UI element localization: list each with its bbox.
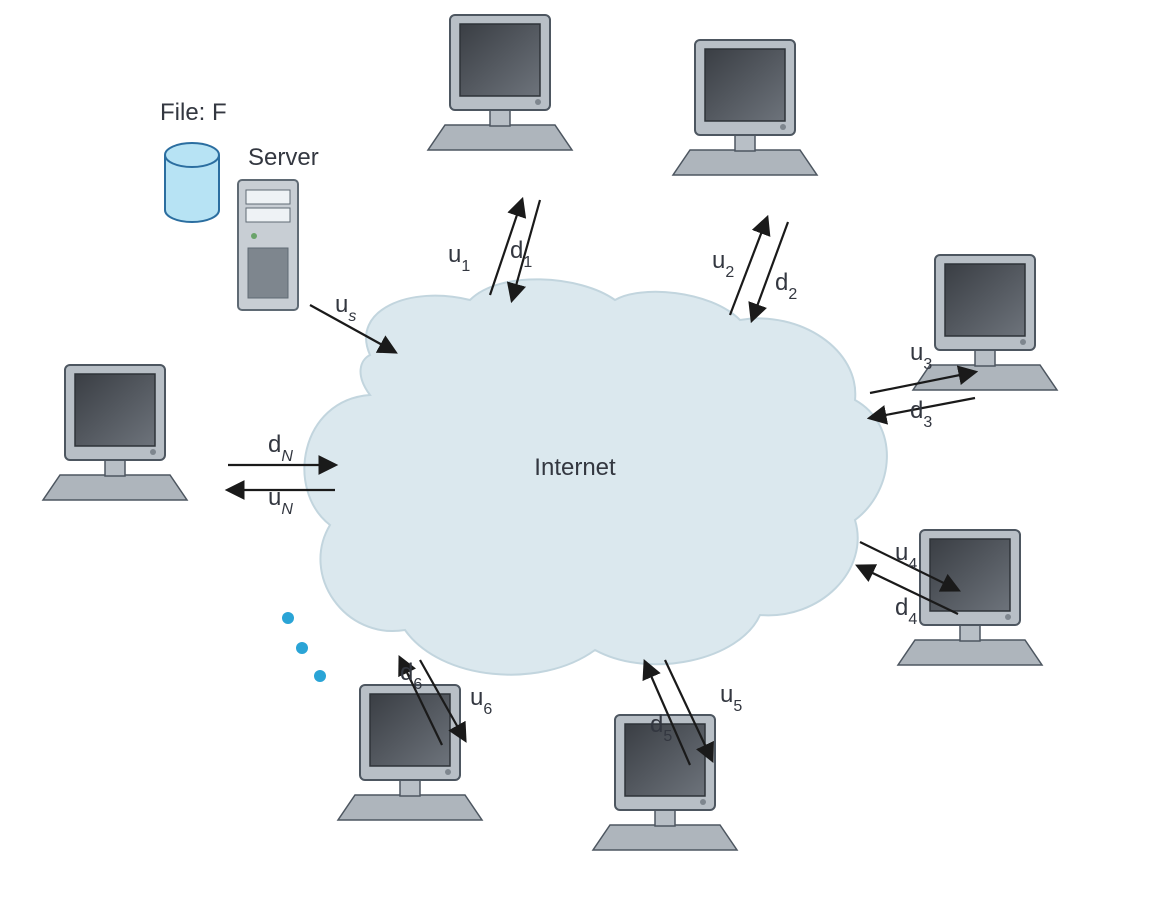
svg-text:dN: dN	[268, 431, 293, 465]
computer-c4	[898, 530, 1042, 665]
svg-text:d4: d4	[895, 594, 917, 628]
svg-text:u3: u3	[910, 339, 932, 373]
svg-text:d2: d2	[775, 269, 797, 303]
computer-c2	[673, 40, 817, 175]
server-tower	[238, 180, 298, 310]
server-label: Server	[248, 144, 319, 171]
file-cylinder	[165, 143, 219, 222]
svg-text:u6: u6	[470, 684, 492, 718]
svg-text:u5: u5	[720, 681, 742, 715]
computer-c1	[428, 15, 572, 150]
computer-c6	[338, 685, 482, 820]
svg-text:d3: d3	[910, 397, 932, 431]
computer-c3	[913, 255, 1057, 390]
internet-label: Internet	[534, 454, 616, 481]
ellipsis-dots	[282, 612, 326, 682]
computer-cN	[43, 365, 187, 500]
svg-text:u2: u2	[712, 247, 734, 281]
svg-text:u4: u4	[895, 539, 917, 573]
svg-text:u1: u1	[448, 241, 470, 275]
file-label: File: F	[160, 99, 227, 126]
